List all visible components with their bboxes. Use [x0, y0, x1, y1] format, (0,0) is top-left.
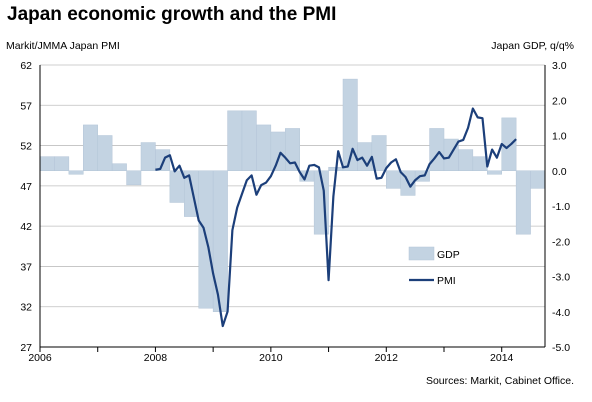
gdp-bar	[357, 142, 373, 172]
right-tick-label: -2.0	[552, 236, 570, 248]
right-tick-label: -3.0	[552, 272, 570, 284]
gdp-bar	[83, 124, 98, 172]
gdp-bar	[54, 156, 70, 171]
right-tick-label: 3.0	[552, 60, 567, 72]
gdp-bar	[126, 170, 142, 186]
x-tick-label: 2012	[375, 352, 399, 364]
left-axis-label: Markit/JMMA Japan PMI	[6, 40, 120, 52]
chart-title: Japan economic growth and the PMI	[7, 4, 337, 25]
gdp-bar	[39, 156, 55, 171]
gdp-bar	[155, 149, 171, 172]
left-axis-ticks: 27 32 37 42 47 52 57 62	[20, 60, 32, 354]
right-tick-label: -5.0	[552, 342, 570, 354]
left-tick-label: 62	[20, 60, 32, 72]
gdp-bar	[371, 135, 387, 171]
gdp-bar	[68, 170, 84, 175]
x-tick-label: 2006	[28, 352, 52, 364]
gdp-bar	[212, 170, 228, 312]
pmi-series-line	[155, 107, 517, 328]
legend-gdp-label: GDP	[437, 249, 460, 261]
gdp-bar	[458, 149, 474, 172]
plot-frame	[39, 65, 546, 352]
legend-pmi-label: PMI	[437, 275, 456, 287]
gdp-bar	[140, 142, 156, 172]
right-tick-label: 2.0	[552, 95, 567, 107]
left-tick-label: 57	[20, 100, 32, 112]
right-tick-label: 0.0	[552, 166, 567, 178]
gdp-bar	[530, 170, 546, 189]
left-tick-label: 27	[20, 342, 32, 354]
gdp-bar	[241, 110, 257, 171]
gdp-bar	[487, 170, 502, 175]
legend: GDP PMI	[408, 246, 460, 287]
left-tick-label: 42	[20, 221, 32, 233]
gdp-bar	[227, 110, 243, 171]
gdp-bar	[515, 170, 531, 235]
left-tick-label: 37	[20, 261, 32, 273]
gdp-bar	[169, 170, 185, 203]
x-tick-label: 2014	[490, 352, 514, 364]
x-tick-label: 2008	[144, 352, 168, 364]
right-tick-label: 1.0	[552, 131, 567, 143]
gdp-bar	[501, 117, 517, 171]
gdp-bar	[342, 78, 358, 171]
gdp-bars	[39, 78, 546, 312]
legend-gdp-swatch	[408, 246, 435, 261]
gdp-bar	[285, 128, 300, 171]
x-tick-label: 2010	[259, 352, 283, 364]
left-tick-label: 52	[20, 141, 32, 153]
gdp-bar	[472, 156, 488, 171]
left-tick-label: 32	[20, 302, 32, 314]
gdp-bar	[386, 170, 401, 189]
right-tick-label: -1.0	[552, 201, 570, 213]
source-note: Sources: Markit, Cabinet Office.	[425, 375, 574, 387]
x-axis-ticks: 2006 2008 2010 2012 2014	[28, 352, 513, 364]
right-axis-label: Japan GDP, q/q%	[491, 40, 574, 52]
right-axis-ticks: -5.0 -4.0 -3.0 -2.0 -1.0 0.0 1.0 2.0 3.0	[552, 60, 570, 354]
gdp-bar	[97, 135, 113, 171]
gridlines	[40, 64, 545, 348]
gdp-bar	[256, 124, 272, 172]
right-tick-label: -4.0	[552, 307, 570, 319]
gdp-bar	[270, 131, 286, 172]
gdp-bar	[111, 163, 127, 171]
gdp-bar	[429, 128, 445, 171]
left-tick-label: 47	[20, 181, 32, 193]
